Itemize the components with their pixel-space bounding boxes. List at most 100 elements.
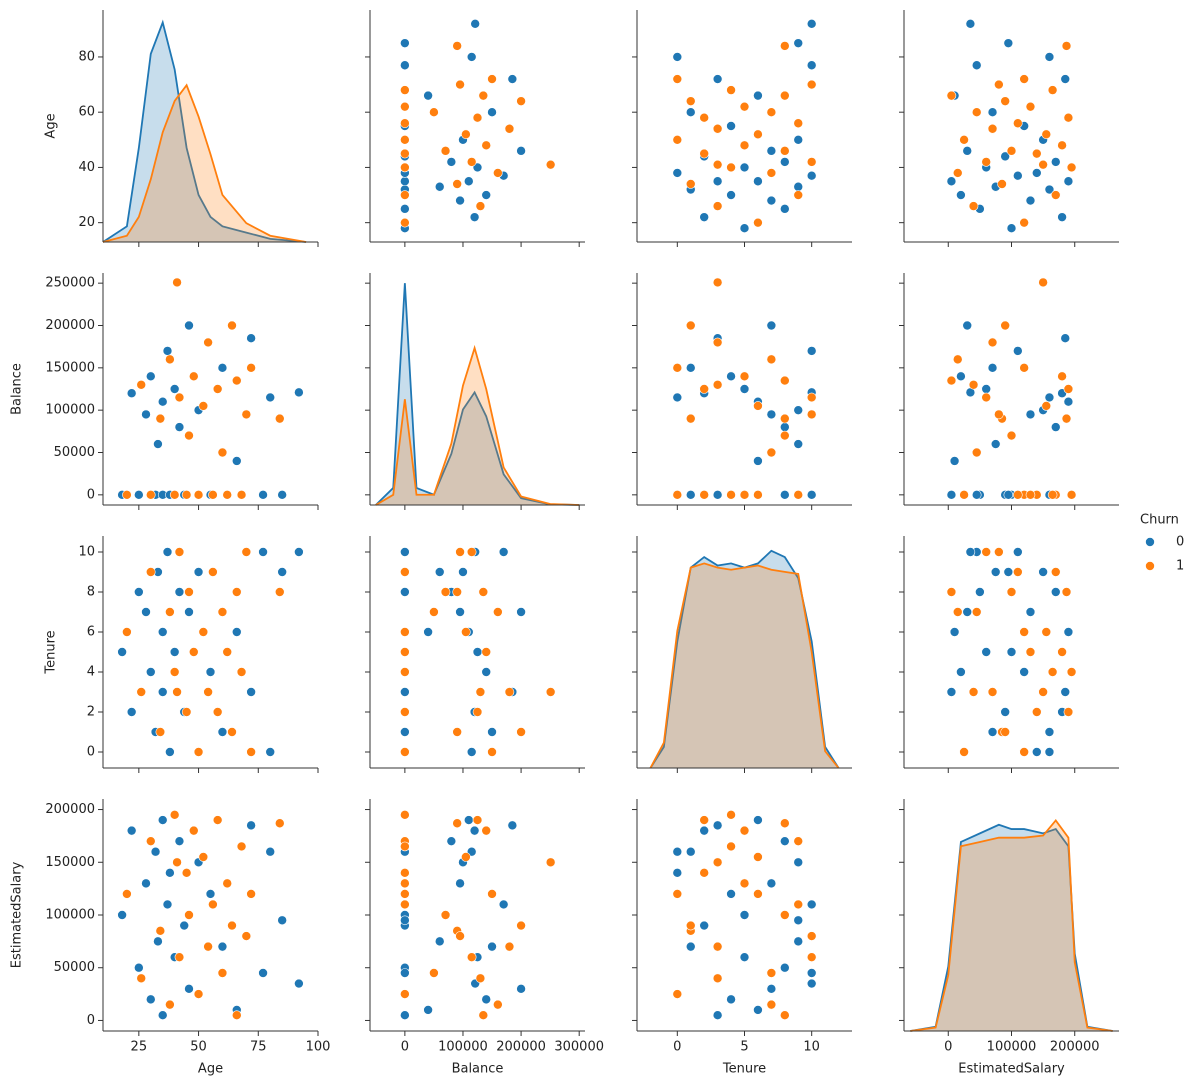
point bbox=[475, 201, 486, 211]
point bbox=[699, 148, 709, 159]
point bbox=[956, 371, 966, 382]
point bbox=[981, 647, 992, 657]
point bbox=[236, 490, 247, 500]
point bbox=[198, 401, 209, 411]
point bbox=[126, 707, 137, 717]
point bbox=[1006, 223, 1017, 233]
point bbox=[400, 687, 410, 697]
point bbox=[134, 587, 144, 597]
point bbox=[753, 217, 763, 228]
y-tick-label: 200000 bbox=[45, 318, 95, 333]
point bbox=[184, 587, 194, 597]
point bbox=[493, 999, 503, 1010]
point bbox=[400, 989, 410, 999]
point bbox=[766, 878, 777, 889]
point bbox=[423, 1005, 433, 1015]
point bbox=[1066, 162, 1077, 173]
point bbox=[739, 101, 750, 112]
point bbox=[987, 123, 998, 134]
point bbox=[400, 841, 410, 852]
point bbox=[806, 346, 817, 356]
point bbox=[726, 994, 736, 1005]
point bbox=[446, 157, 457, 167]
point bbox=[726, 810, 736, 820]
point bbox=[516, 984, 526, 994]
point bbox=[117, 910, 127, 920]
point bbox=[962, 607, 973, 617]
point bbox=[753, 129, 763, 140]
point bbox=[145, 994, 156, 1005]
point bbox=[780, 490, 790, 500]
point bbox=[806, 79, 817, 90]
point bbox=[975, 587, 985, 597]
point bbox=[203, 687, 213, 697]
point bbox=[1025, 607, 1036, 617]
point bbox=[400, 118, 410, 129]
point bbox=[434, 181, 445, 192]
point bbox=[1000, 151, 1010, 162]
point bbox=[685, 96, 696, 106]
point bbox=[193, 490, 204, 500]
point bbox=[946, 90, 957, 101]
point bbox=[672, 889, 683, 899]
point bbox=[184, 910, 194, 920]
point bbox=[685, 941, 696, 952]
point bbox=[685, 846, 696, 857]
point bbox=[712, 820, 723, 831]
point bbox=[1013, 567, 1023, 577]
point bbox=[806, 899, 817, 910]
point bbox=[122, 490, 132, 500]
point bbox=[699, 212, 709, 222]
point bbox=[753, 490, 763, 500]
point bbox=[712, 277, 723, 288]
point bbox=[1031, 168, 1042, 178]
point bbox=[236, 841, 247, 852]
point bbox=[429, 107, 439, 117]
point bbox=[780, 204, 790, 214]
point bbox=[481, 825, 492, 836]
point bbox=[466, 547, 477, 557]
point bbox=[987, 337, 998, 348]
point bbox=[753, 90, 763, 101]
point bbox=[726, 121, 736, 131]
point bbox=[205, 667, 216, 677]
point bbox=[455, 547, 465, 557]
point bbox=[766, 968, 777, 978]
point bbox=[174, 547, 185, 557]
point bbox=[780, 375, 790, 386]
point bbox=[672, 392, 683, 403]
point bbox=[172, 277, 182, 288]
point bbox=[793, 405, 804, 415]
point bbox=[231, 375, 242, 386]
point bbox=[153, 439, 163, 449]
point bbox=[157, 687, 168, 697]
point bbox=[780, 157, 790, 167]
point bbox=[766, 146, 777, 156]
point bbox=[258, 968, 268, 978]
point bbox=[712, 379, 723, 390]
point bbox=[466, 747, 477, 757]
point bbox=[188, 825, 199, 836]
panel bbox=[632, 273, 852, 510]
point bbox=[400, 747, 410, 757]
kde-line bbox=[910, 819, 1113, 1032]
point bbox=[145, 667, 156, 677]
point bbox=[793, 439, 804, 449]
point bbox=[739, 384, 750, 394]
y-tick-label: 50000 bbox=[54, 445, 95, 460]
point bbox=[452, 727, 462, 737]
point bbox=[994, 79, 1004, 90]
point bbox=[400, 868, 410, 878]
point bbox=[400, 85, 410, 95]
point bbox=[478, 90, 489, 101]
point bbox=[1013, 490, 1023, 500]
point bbox=[545, 687, 556, 697]
point bbox=[712, 159, 723, 170]
point bbox=[400, 915, 410, 926]
point bbox=[265, 392, 276, 403]
point bbox=[672, 74, 683, 84]
point bbox=[241, 547, 252, 557]
point bbox=[208, 490, 218, 500]
point bbox=[780, 413, 790, 424]
point bbox=[434, 936, 445, 947]
